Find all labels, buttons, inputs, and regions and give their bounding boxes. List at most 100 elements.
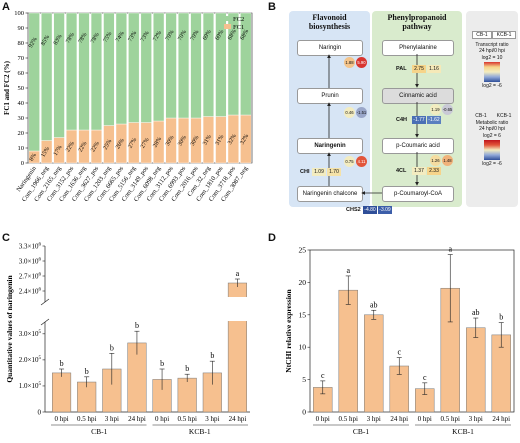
y-tick-label: 30 xyxy=(18,115,25,122)
node-p-coumaroyl-coa: p-Coumaroyl-CoA xyxy=(382,186,454,202)
chart-d-frame xyxy=(309,249,515,413)
fc1-value-label: 30% xyxy=(177,135,188,148)
y-tick-label: 2.4×106 xyxy=(19,287,42,295)
bar-fc2 xyxy=(153,12,165,122)
bar-fc2 xyxy=(78,12,90,131)
x-tick-label: 0.5 hpi xyxy=(77,415,97,423)
y-tick-label: 25 xyxy=(299,246,307,255)
y-tick-label: 1.0×105 xyxy=(19,382,42,390)
chs2-kcb1-cell: -3.09 xyxy=(378,206,392,214)
legend-label-fc2: FC2 xyxy=(233,16,244,23)
legend-metabolic-title: Metabolic ratio xyxy=(475,120,509,126)
bar-fc2 xyxy=(90,12,102,131)
chs2-cb1-cell: -4.80 xyxy=(363,206,377,214)
bar-fc2 xyxy=(103,12,115,126)
cinnamic-kcb1-dot: -0.65 xyxy=(442,104,453,115)
fc2-value-label: 70% xyxy=(177,29,188,42)
enzyme-chs2: CHS2 xyxy=(346,207,361,213)
x-tick-label: 3 hpi xyxy=(469,415,483,423)
bar xyxy=(466,327,486,413)
enzyme-c4h: C4H xyxy=(396,117,408,123)
y-tick-label: 50 xyxy=(18,85,25,92)
y-tick-label: 3.3×106 xyxy=(19,242,42,250)
group-label: CB-1 xyxy=(353,427,370,436)
y-tick-label: 100 xyxy=(14,10,24,17)
phenylpropanoid-title: Phenylpropanoid pathway xyxy=(387,13,447,31)
legend-transcript-title: Transcript ratio xyxy=(475,42,509,48)
fc1-value-label: 27% xyxy=(128,137,139,150)
y-axis-label: FC1 and FC2 (%) xyxy=(3,60,11,115)
node-phenylalanine: Phenylalanine xyxy=(382,40,454,56)
fc2-value-label: 69% xyxy=(215,29,226,42)
bar-fc2 xyxy=(28,12,40,152)
significance-letter: c xyxy=(397,348,401,357)
significance-letter: b xyxy=(160,359,164,368)
legend-metabolic-gradient xyxy=(484,140,500,160)
significance-letter: ab xyxy=(472,308,480,317)
y-tick-label: 90 xyxy=(18,25,25,32)
bar-fc2 xyxy=(66,12,78,131)
bar-fc2 xyxy=(178,12,190,119)
fc1-value-label: 17% xyxy=(53,144,64,157)
group-label: KCB-1 xyxy=(452,427,474,436)
bar-fc2 xyxy=(190,12,202,119)
fc2-value-label: 72% xyxy=(152,30,163,43)
legend-transcript-lo: log2 = -6 xyxy=(482,83,502,89)
bar-fc2 xyxy=(140,12,152,123)
panel-letter-d: D xyxy=(268,232,276,244)
fc2-value-label: 68% xyxy=(240,29,251,42)
bar xyxy=(338,289,358,413)
fc2-value-label: 75% xyxy=(103,31,114,44)
y-tick-label: 2.7×106 xyxy=(19,272,42,280)
coumaric-cb1-dot: 1.26 xyxy=(430,155,441,166)
fc2-value-label: 85% xyxy=(40,34,51,47)
x-tick-label: 0 hpi xyxy=(418,415,432,423)
fc1-value-label: 22% xyxy=(65,141,76,154)
panel-letter-a: A xyxy=(2,1,10,13)
fc2-value-label: 70% xyxy=(165,29,176,42)
fc1-value-label: 26% xyxy=(115,138,126,151)
legend-bg xyxy=(466,11,518,207)
significance-letter: b xyxy=(110,343,114,352)
bar-fc2 xyxy=(202,12,214,117)
legend-circle-cb1: CB-1 xyxy=(475,113,487,119)
significance-letter: b xyxy=(499,313,503,322)
fc2-value-label: 92% xyxy=(28,37,39,50)
enzyme-4cl: 4CL xyxy=(396,168,407,174)
fc1-value-label: 27% xyxy=(140,137,151,150)
group-label: CB-1 xyxy=(91,427,108,436)
x-tick-label: 0.5 hpi xyxy=(339,415,359,423)
legend-transcript-gradient xyxy=(484,62,500,82)
y-tick-label: 15 xyxy=(299,310,307,319)
fc1-value-label: 32% xyxy=(227,133,238,146)
y-tick-label: 0 xyxy=(21,160,24,167)
x-tick-label: 3 hpi xyxy=(367,415,381,423)
fc1-value-label: 30% xyxy=(190,135,201,148)
fc1-value-label: 22% xyxy=(90,141,101,154)
node-p-coumaric-acid: p-Coumaric acid xyxy=(382,138,454,154)
significance-letter: b xyxy=(135,321,139,330)
significance-letter: b xyxy=(210,351,214,360)
c4h-kcb1-cell: -1.62 xyxy=(427,116,441,124)
significance-letter: c xyxy=(423,373,427,382)
fc1-value-label: 28% xyxy=(152,136,163,149)
legend-circle-kcb1: KCB-1 xyxy=(496,113,512,119)
significance-letter: a xyxy=(346,266,350,275)
bar-fc2 xyxy=(115,12,127,125)
fc2-value-label: 68% xyxy=(227,29,238,42)
group-label: KCB-1 xyxy=(189,427,211,436)
naringenin-kcb1-dot: 4.11 xyxy=(356,156,367,167)
fc2-value-label: 73% xyxy=(128,30,139,43)
x-tick-label: 24 hpi xyxy=(390,415,408,423)
enzyme-pal: PAL xyxy=(396,66,407,72)
significance-letter: ab xyxy=(370,300,378,309)
x-tick-label: 3 hpi xyxy=(205,415,219,423)
enzyme-chi: CHI xyxy=(300,169,310,175)
bar-fc2 xyxy=(41,12,53,141)
legend-metabolic-hi: log2 = 6 xyxy=(483,133,501,139)
4cl-cb1-cell: 1.37 xyxy=(412,167,426,175)
legend-metabolic-lo: log2 = -6 xyxy=(482,161,502,167)
x-tick-label: 24 hpi xyxy=(128,415,146,423)
legend-transcript-sub: 24 hpi/0 hpi xyxy=(479,48,505,54)
